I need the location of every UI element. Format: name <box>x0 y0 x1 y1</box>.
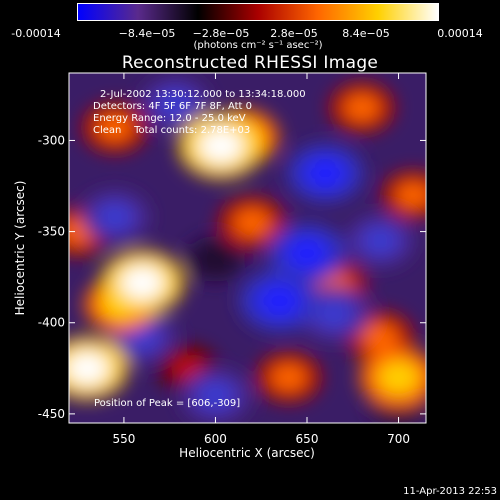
x-tick-label: 550 <box>112 432 135 446</box>
y-tick-label: -300 <box>38 133 65 147</box>
colorbar-tick: 8.4e−05 <box>342 27 390 40</box>
emission-blob-core <box>344 93 380 122</box>
colorbar <box>77 3 439 21</box>
emission-blob-core <box>396 181 426 209</box>
emission-blob-core <box>69 351 109 386</box>
emission-blob-core <box>377 360 420 394</box>
y-tick-label: -350 <box>38 225 65 239</box>
colorbar-tick: 2.8e−05 <box>270 27 318 40</box>
annotation-detectors: Detectors: 4F 5F 6F 7F 8F, Att 0 <box>93 101 253 112</box>
emission-blob-core <box>271 363 307 392</box>
x-tick-label: 600 <box>204 432 227 446</box>
y-tick-label: -400 <box>38 316 65 330</box>
colorbar-tick: -0.00014 <box>11 27 61 40</box>
emission-blob-core <box>97 113 133 142</box>
negative-blob-core <box>257 283 302 318</box>
colorbar-tick: −2.8e−05 <box>192 27 250 40</box>
x-tick-label: 650 <box>296 432 319 446</box>
negative-blob-core <box>315 298 354 329</box>
annotation-energy-range: Energy Range: 12.0 - 25.0 keV <box>93 113 246 124</box>
x-axis-label: Heliocentric X (arcsec) <box>179 446 315 460</box>
colorbar-tick: 0.00014 <box>437 27 483 40</box>
emission-blob-core <box>198 128 244 164</box>
chart-title: Reconstructed RHESSI Image <box>121 53 379 73</box>
negative-blob-core <box>286 236 328 270</box>
negative-blob-core <box>199 246 232 272</box>
negative-blob-core <box>96 202 133 232</box>
y-tick-label: -450 <box>38 407 65 421</box>
negative-blob-core <box>196 380 235 411</box>
negative-blob-core <box>156 89 194 119</box>
negative-blob-core <box>304 157 346 190</box>
emission-blob-core <box>233 208 271 237</box>
y-axis-label: Heliocentric Y (arcsec) <box>13 181 27 316</box>
colorbar-tick: −8.4e−05 <box>118 27 176 40</box>
heatmap-image <box>69 73 426 423</box>
x-tick-label: 700 <box>387 432 410 446</box>
annotation-time-range: 2-Jul-2002 13:30:12.000 to 13:34:18.000 <box>100 89 306 100</box>
plot-frame <box>68 72 427 424</box>
colorbar-units: (photons cm⁻² s⁻¹ asec⁻²) <box>193 40 323 51</box>
timestamp: 11-Apr-2013 22:53 <box>403 486 497 497</box>
emission-blob-core <box>362 323 399 352</box>
peak-position-label: Position of Peak = [606,-309] <box>94 398 241 409</box>
annotation-clean-counts: Clean Total counts: 2.78E+03 <box>93 125 251 136</box>
emission-blob-core <box>120 265 165 301</box>
negative-blob-core <box>362 226 399 256</box>
axis-ticks: 550 600 650 700 -300 -350 -400 -450 <box>38 73 426 446</box>
